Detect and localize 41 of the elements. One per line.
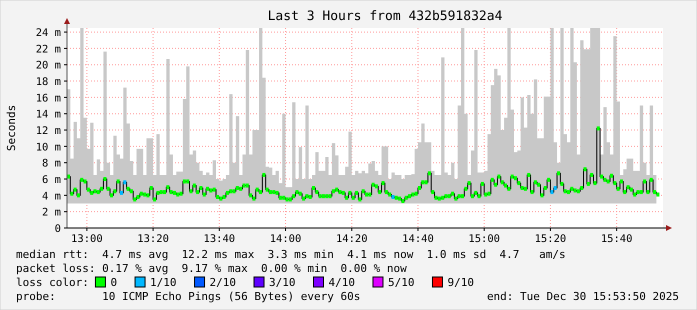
y-tick-label: 4 m: [42, 190, 61, 202]
y-tick-label: 10 m: [36, 141, 61, 154]
legend-label: 3/10: [269, 276, 296, 289]
legend-label: 0: [110, 276, 118, 289]
text: packet loss: 0.17 % avg 9.17 % max 0.00 % min 0.00 % now: [16, 262, 408, 275]
x-tick-label: 13:00: [71, 233, 103, 245]
x-tick-label: 15:20: [534, 233, 566, 245]
chart-title: Last 3 Hours from 432b591832a4: [268, 9, 503, 24]
y-tick-label: 22 m: [36, 43, 61, 56]
y-tick-label: 8 m: [42, 158, 61, 170]
x-tick-label: 14:00: [270, 233, 302, 245]
y-tick-label: 14 m: [36, 108, 61, 121]
legend-title: loss color:: [16, 276, 89, 289]
point: [554, 186, 557, 190]
x-tick-label: 14:40: [402, 233, 434, 245]
y-tick-label: 6 m: [42, 174, 61, 186]
y-tick-label: 0: [54, 223, 61, 235]
y-tick-label: 2 m: [42, 206, 61, 219]
point: [120, 190, 123, 195]
x-tick-label: 13:40: [204, 233, 236, 245]
y-tick-label: 12 m: [36, 125, 61, 138]
point: [391, 194, 394, 199]
y-tick-label: 24 m: [36, 27, 61, 40]
x-tick-label: 15:00: [468, 233, 500, 245]
y-tick-label: 18 m: [36, 76, 61, 88]
x-tick-label: 14:20: [336, 233, 368, 245]
text: median rtt: 4.7 ms avg 12.2 ms max 3.3 ms min 4.1 ms now 1.0 ms sd 4.7 am/s: [16, 248, 566, 261]
y-tick-label: 20 m: [36, 60, 61, 72]
text: end: Tue Dec 30 15:53:50 2025: [486, 290, 679, 303]
point: [550, 190, 554, 194]
x-tick-label: 15:40: [600, 233, 632, 245]
legend-label: 2/10: [210, 276, 236, 289]
text: probe: 10 ICMP Echo Pings (56 Bytes) every 60s: [16, 290, 360, 303]
legend-label: 9/10: [447, 276, 474, 289]
x-tick-label: 13:20: [137, 233, 169, 245]
legend-label: 4/10: [328, 276, 355, 289]
point: [123, 180, 126, 184]
legend-label: 5/10: [388, 276, 414, 289]
legend-label: 1/10: [150, 276, 177, 289]
y-tick-label: 16 m: [36, 92, 61, 104]
y-axis-title: Seconds: [5, 104, 18, 152]
